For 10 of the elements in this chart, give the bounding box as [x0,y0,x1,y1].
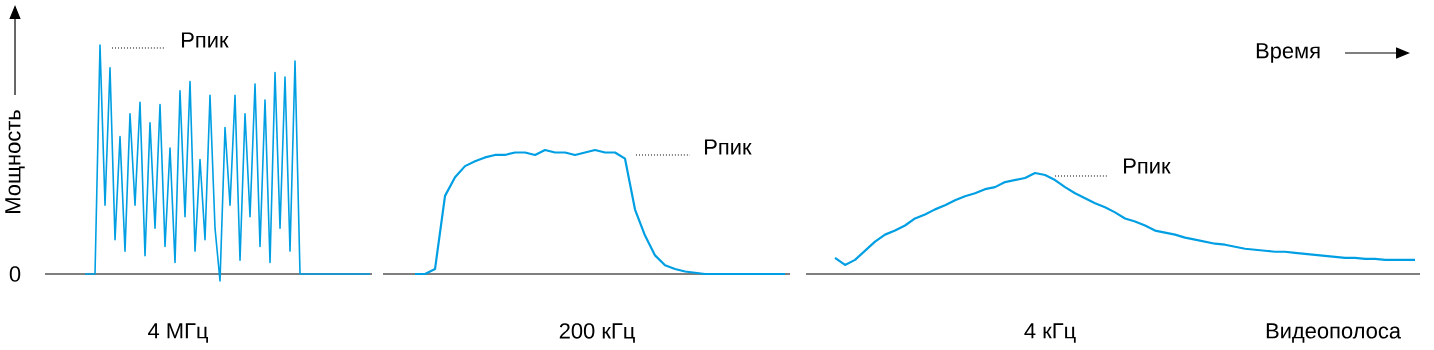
x-axis-title: 4 МГц [148,323,208,343]
text: Время [1256,43,1320,63]
annotation: Рпик [182,32,229,48]
y-axis-title: Мощность [5,110,25,213]
x-axis-title: 4 кГц [1024,323,1076,343]
annotation: Рпик [705,139,752,155]
x-axis-title: 200 кГц [559,323,635,343]
annotation: Рпик [1124,158,1171,174]
text: 0 [9,266,21,282]
text: Видеополоса [1266,323,1402,343]
